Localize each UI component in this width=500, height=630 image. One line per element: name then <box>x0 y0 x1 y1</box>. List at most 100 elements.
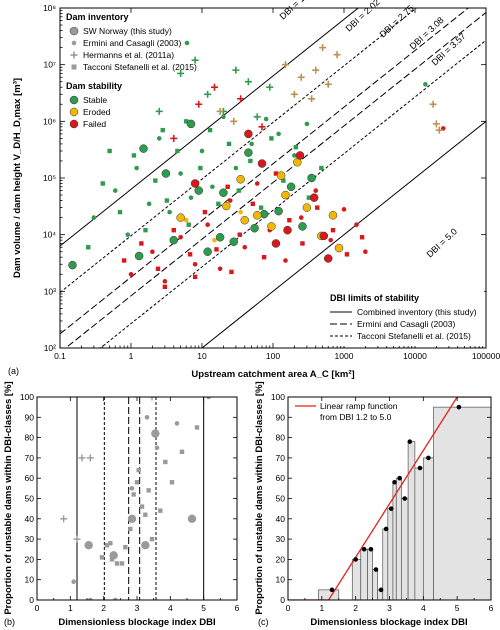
a-point-sw-norway <box>274 206 283 216</box>
a-point-ermini <box>146 201 152 207</box>
b-point-hermanns <box>78 454 86 462</box>
a-point-tacconi <box>258 205 264 210</box>
a-point-sw-norway <box>252 211 262 220</box>
a-point-hermanns <box>308 95 316 103</box>
a-point-ermini <box>178 234 183 240</box>
a-point-ermini <box>238 209 243 215</box>
a-point-sw-norway <box>139 144 148 153</box>
a-point-tacconi <box>330 227 336 233</box>
b-point-ermini <box>88 597 93 600</box>
a-point-sw-norway <box>250 223 259 233</box>
a-point-sw-norway <box>190 179 200 188</box>
b-point-tacconi <box>139 504 145 509</box>
a-point-tacconi <box>269 136 274 141</box>
c-x-tick-label: 3 <box>387 603 392 613</box>
a-point-ermini <box>263 116 269 122</box>
c-point <box>361 546 367 552</box>
c-y-tick-label: 0 <box>280 595 285 605</box>
c-point <box>397 475 402 481</box>
b-point-sw-norway <box>187 514 197 523</box>
a-point-tacconi <box>131 153 137 158</box>
a-point-sw-norway <box>328 211 338 220</box>
a-point-tacconi <box>139 241 144 246</box>
c-x-tick-label: 2 <box>353 603 358 613</box>
a-point-ermini <box>183 217 189 223</box>
a-point-sw-norway <box>134 251 144 261</box>
a-point-hermanns <box>282 61 290 69</box>
c-ramp-line <box>288 397 491 600</box>
a-point-sw-norway <box>309 193 319 202</box>
a-data-points <box>68 44 446 290</box>
b-x-tick-label: 3 <box>135 603 140 613</box>
a-point-sw-norway <box>295 151 305 160</box>
a-point-sw-norway <box>169 235 178 245</box>
a-point-sw-norway <box>194 186 204 195</box>
a-point-ermini <box>156 136 162 141</box>
c-point <box>456 404 462 410</box>
a-point-sw-norway <box>186 119 196 129</box>
a-point-tacconi <box>216 201 221 207</box>
a-point-tacconi <box>306 195 312 200</box>
b-point-ermini <box>129 486 135 491</box>
a-point-ermini <box>134 165 139 171</box>
a-dbi-line <box>60 8 360 247</box>
c-ramp-polyline <box>288 397 491 600</box>
b-y-tick-label: 100 <box>20 392 34 402</box>
legend-sw-norway-label: SW Norway (this study) <box>83 26 172 36</box>
a-point-tacconi <box>359 235 365 240</box>
a-point-tacconi <box>319 165 324 171</box>
a-point-tacconi <box>315 205 320 210</box>
a-point-tacconi <box>107 148 112 154</box>
a-point-ermini <box>150 249 155 255</box>
a-point-tacconi <box>287 218 292 223</box>
c-y-tick-label: 20 <box>276 554 286 564</box>
a-x-tick-label: 1000 <box>335 351 354 361</box>
a-point-tacconi <box>207 127 213 133</box>
a-y-tick-label: 10⁵ <box>43 173 56 183</box>
a-point-hermanns <box>191 56 199 64</box>
b-x-tick-label: 5 <box>201 603 206 613</box>
a-y-tick-label: 10⁷ <box>43 60 56 70</box>
a-point-ermini <box>363 249 368 255</box>
a-point-tacconi <box>293 144 299 150</box>
legend-failed-marker <box>69 119 79 129</box>
a-dbi-label: DBI = 1.2 <box>278 0 312 21</box>
a-point-ermini <box>292 153 297 158</box>
a-point-sw-norway <box>68 260 77 270</box>
legend-dam-inventory: Dam inventory SW Norway (this study) Erm… <box>66 12 197 72</box>
legend-ermini-extra-marker <box>184 40 190 46</box>
a-point-hermanns <box>253 113 261 121</box>
b-point-tacconi <box>136 467 141 473</box>
a-point-tacconi <box>344 252 350 257</box>
legend-eroded-label: Eroded <box>83 107 111 117</box>
a-point-hermanns <box>333 51 341 59</box>
c-point <box>426 455 431 461</box>
a-point-tacconi <box>164 198 170 203</box>
a-point-ermini <box>283 258 288 263</box>
a-point-tacconi <box>192 274 198 280</box>
b-y-tick-label: 50 <box>25 494 35 504</box>
a-point-sw-norway <box>283 225 292 235</box>
b-point-sw-norway <box>109 551 118 560</box>
a-point-tacconi <box>117 209 123 215</box>
c-data-points <box>329 404 462 593</box>
a-dbi-label: DBI = 3.57 <box>430 31 468 67</box>
a-point-hermanns <box>230 117 238 125</box>
a-point-ermini <box>354 222 359 227</box>
a-point-hermanns <box>195 100 203 108</box>
legend-hermanns-label: Hermanns et al. (2011a) <box>83 50 174 60</box>
c-bar <box>367 548 373 600</box>
a-point-tacconi <box>273 171 279 176</box>
a-x-axis-title: Upstream catchment area A_C [km²] <box>191 369 354 380</box>
c-x-tick-label: 0 <box>286 603 291 613</box>
a-point-ermini <box>423 82 428 87</box>
c-x-tick-label: 5 <box>455 603 460 613</box>
a-point-ermini <box>91 215 97 220</box>
a-point-sw-norway <box>215 233 225 242</box>
c-point <box>383 526 389 532</box>
b-y-tick-label: 90 <box>25 412 35 422</box>
legend-tacconi-label: Tacconi Stefanelli et al. (2015) <box>83 62 197 72</box>
c-bar <box>433 406 491 600</box>
